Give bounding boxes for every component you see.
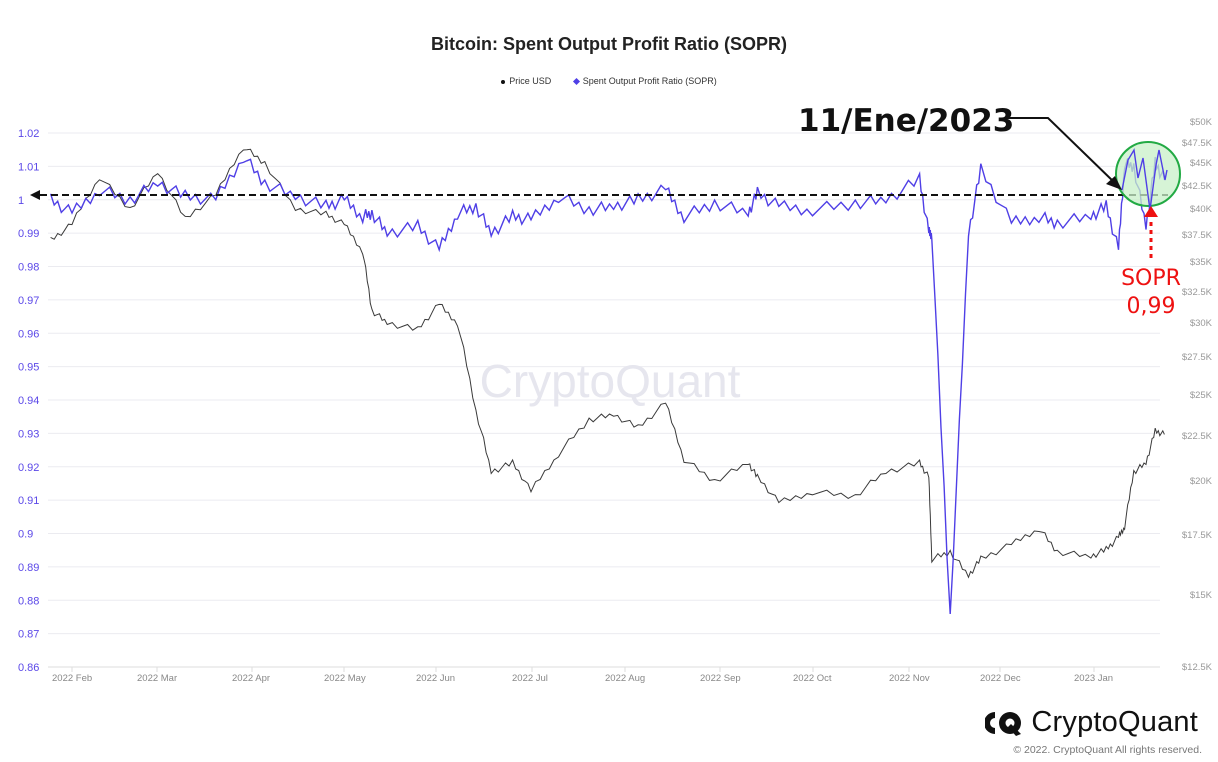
legend: Price USD Spent Output Profit Ratio (SOP…: [0, 76, 1218, 86]
cryptoquant-logo-icon: [985, 711, 1022, 736]
y-right-tick-label: $35K: [1190, 257, 1213, 268]
y-right-tick-label: $15K: [1190, 590, 1213, 601]
x-tick-label: 2022 Sep: [700, 673, 741, 684]
x-tick-label: 2022 Oct: [793, 673, 832, 684]
y-axis-left: 1.02 1.01 1 0.99 0.98 0.97 0.96 0.95 0.94 0.93 0.9…: [18, 128, 39, 674]
x-tick-label: 2022 Feb: [52, 673, 92, 684]
y-right-tick-label: $30K: [1190, 318, 1213, 329]
y-left-tick-label: 0.89: [18, 562, 39, 574]
y-left-tick-label: 0.96: [18, 328, 39, 340]
y-right-tick-label: $25K: [1190, 390, 1213, 401]
y-right-tick-label: $32.5K: [1182, 287, 1213, 298]
y-left-tick-label: 0.99: [18, 228, 39, 240]
y-right-tick-label: $22.5K: [1182, 431, 1213, 442]
x-tick-label: 2022 Dec: [980, 673, 1021, 684]
x-tick-label: 2022 Nov: [889, 673, 930, 684]
annotation-sopr-value: 0,99: [1127, 294, 1176, 319]
x-tick-label: 2022 Jun: [416, 673, 455, 684]
y-right-tick-label: $27.5K: [1182, 352, 1213, 363]
y-left-tick-label: 1: [18, 195, 24, 207]
y-left-tick-label: 0.93: [18, 428, 39, 440]
annotation-arrow-line: [1004, 117, 1117, 185]
x-tick-label: 2022 Apr: [232, 673, 270, 684]
circle-marker-icon: [501, 79, 506, 84]
brand-name: CryptoQuant: [1031, 706, 1198, 738]
x-tick-label: 2022 Aug: [605, 673, 645, 684]
y-right-tick-label: $47.5K: [1182, 138, 1213, 149]
y-right-tick-label: $12.5K: [1182, 662, 1213, 673]
x-axis: 2022 Feb 2022 Mar 2022 Apr 2022 May 2022 Jun…: [48, 666, 1160, 684]
y-right-tick-label: $45K: [1190, 158, 1213, 169]
x-tick-label: 2022 Jul: [512, 673, 548, 684]
copyright-text: © 2022. CryptoQuant All rights reserved.: [1013, 744, 1202, 756]
legend-label-price: Price USD: [509, 76, 552, 86]
x-tick-label: 2023 Jan: [1074, 673, 1113, 684]
x-tick-label: 2022 Mar: [137, 673, 177, 684]
watermark: CryptoQuant: [480, 355, 741, 407]
highlight-circle: [1115, 141, 1181, 207]
x-tick-label: 2022 May: [324, 673, 366, 684]
y-left-tick-label: 0.86: [18, 662, 39, 674]
y-right-tick-label: $17.5K: [1182, 530, 1213, 541]
y-right-tick-label: $42.5K: [1182, 181, 1213, 192]
legend-label-sopr: Spent Output Profit Ratio (SOPR): [582, 76, 717, 86]
y-left-tick-label: 0.88: [18, 595, 39, 607]
chart-title: Bitcoin: Spent Output Profit Ratio (SOPR…: [431, 34, 787, 54]
legend-item-price[interactable]: Price USD: [501, 76, 551, 86]
arrow-left-icon: [30, 190, 40, 200]
y-right-tick-label: $50K: [1190, 117, 1213, 128]
y-left-tick-label: 1.01: [18, 161, 39, 173]
y-left-tick-label: 0.9: [18, 529, 33, 541]
y-left-tick-label: 0.98: [18, 262, 39, 274]
y-left-tick-label: 0.92: [18, 462, 39, 474]
annotation-sopr-label: SOPR: [1121, 266, 1181, 291]
sopr-line-highlight: [1121, 147, 1168, 211]
arrow-up-icon: [1144, 206, 1158, 217]
y-right-tick-label: $20K: [1190, 476, 1213, 487]
y-left-tick-label: 0.97: [18, 295, 39, 307]
y-right-tick-label: $40K: [1190, 204, 1213, 215]
sopr-line[interactable]: [49, 156, 1166, 614]
arrow-head-icon: [1106, 176, 1122, 190]
y-left-tick-label: 1.02: [18, 128, 39, 140]
annotation-date: 11/Ene/2023: [798, 103, 1014, 139]
y-right-tick-label: $37.5K: [1182, 230, 1213, 241]
y-left-tick-label: 0.87: [18, 629, 39, 641]
legend-item-sopr[interactable]: Spent Output Profit Ratio (SOPR): [572, 76, 717, 86]
y-left-tick-label: 0.95: [18, 362, 39, 374]
y-left-tick-label: 0.91: [18, 495, 39, 507]
brand-logo: CryptoQuant: [985, 706, 1198, 739]
y-axis-right: $50K $47.5K $45K $42.5K $40K $37.5K $35K $32.5K…: [1182, 117, 1213, 673]
y-left-tick-label: 0.94: [18, 395, 39, 407]
